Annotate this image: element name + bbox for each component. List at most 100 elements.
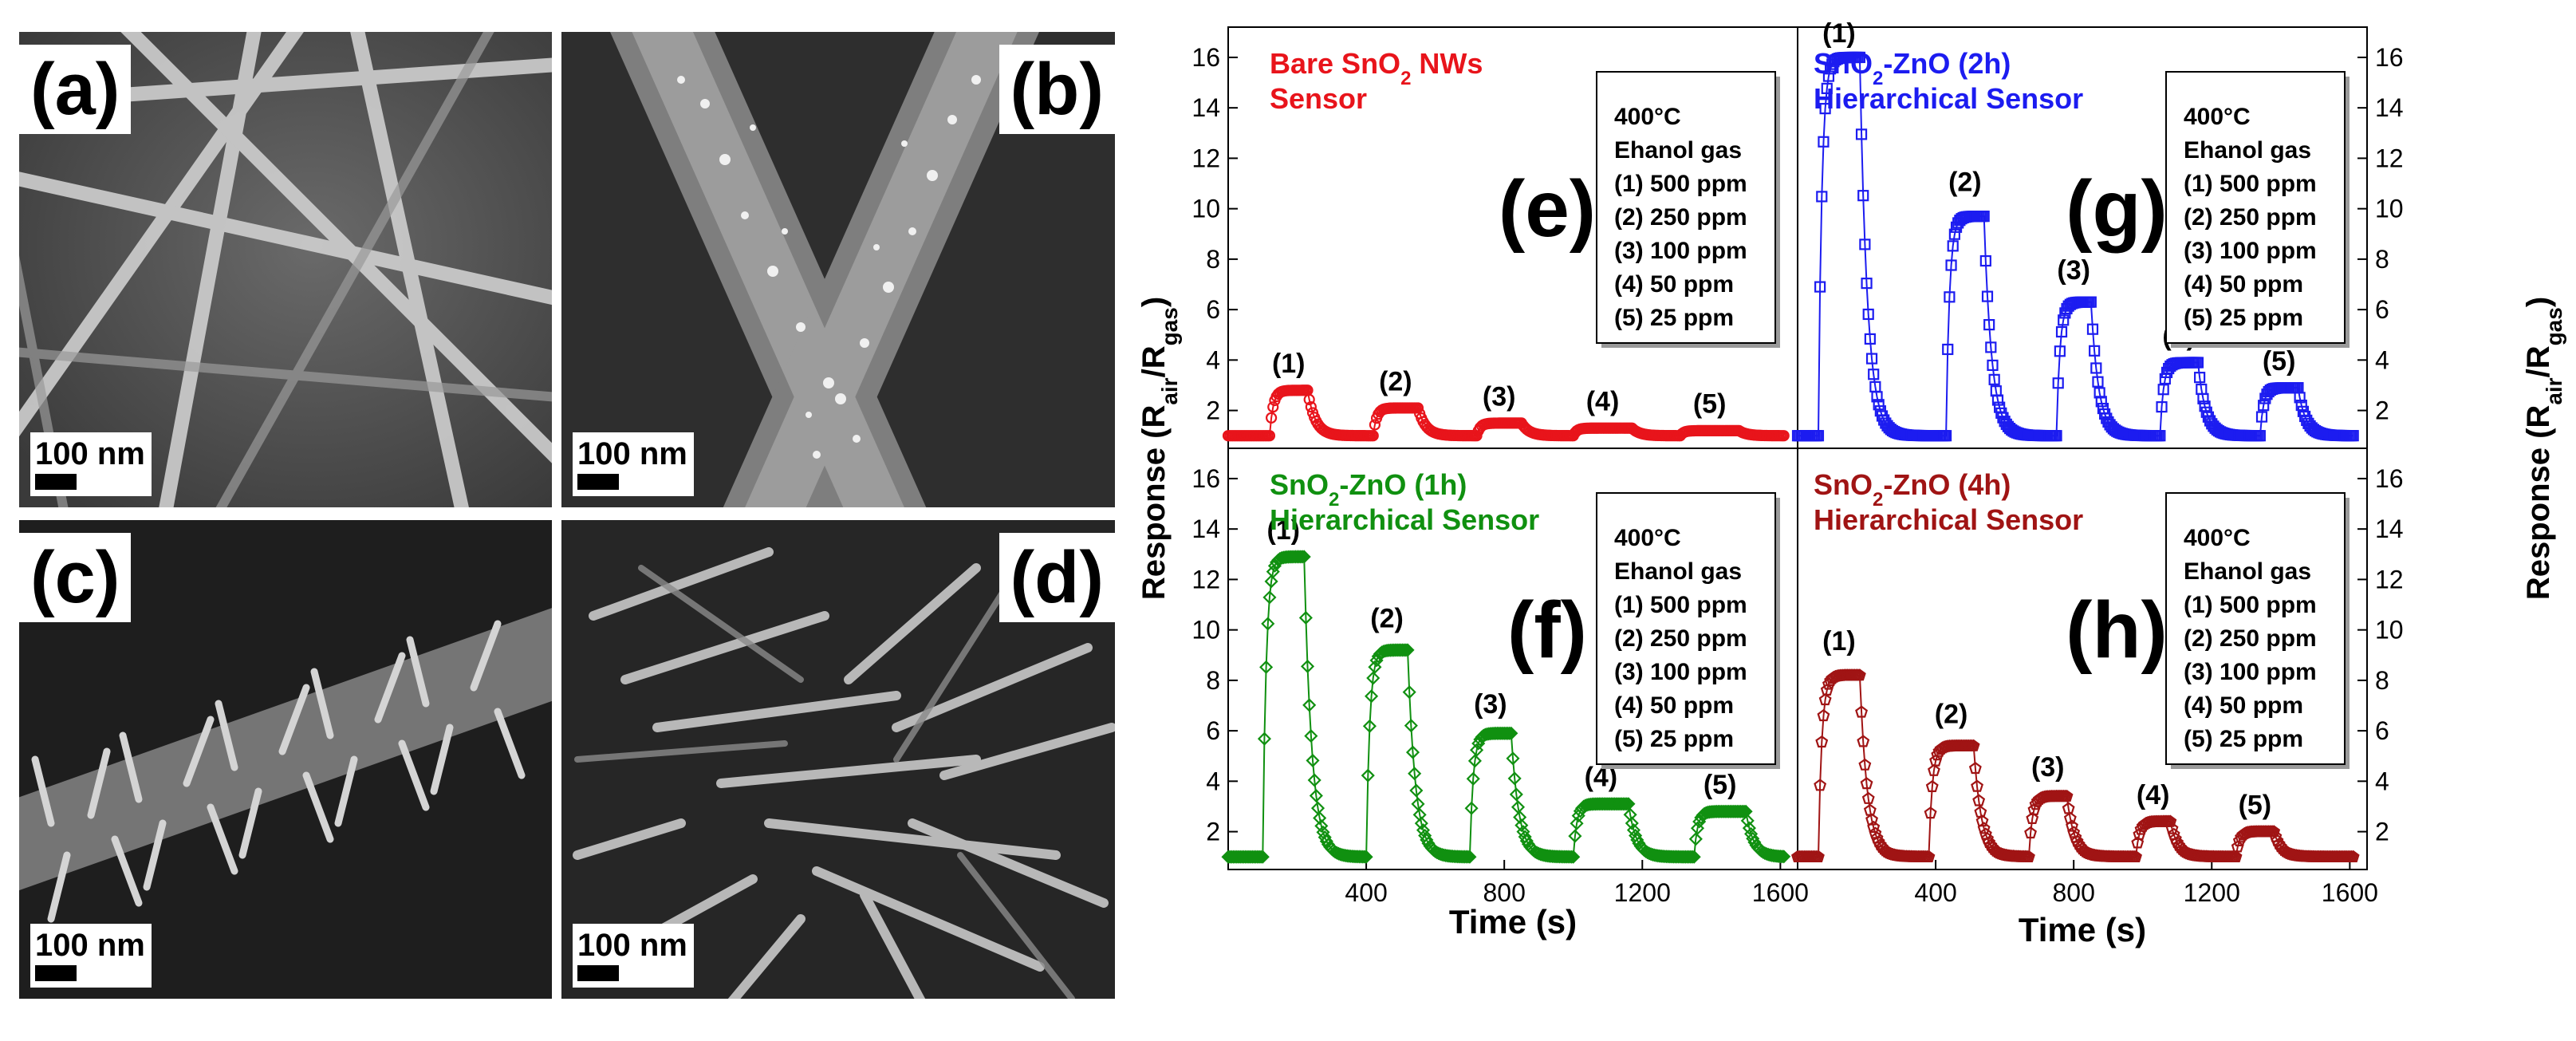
y-axis-title-right: Response (Rair/Rgas): [2521, 297, 2566, 600]
legend-item: Ehanol gas: [1614, 137, 1742, 164]
scale-bar-line: [577, 965, 619, 981]
pulse-label: (3): [1474, 689, 1507, 720]
data-point: [1814, 281, 1826, 293]
data-point: [1857, 190, 1869, 202]
data-point: [1819, 103, 1831, 115]
sem-panel-b: (b) 100 nm: [561, 32, 1115, 507]
legend-item: (1) 500 ppm: [1614, 171, 1747, 197]
legend-item: (1) 500 ppm: [2184, 171, 2317, 197]
data-point: [1740, 814, 1755, 828]
data-point: [2258, 400, 2270, 412]
sem-panel-d: (d) 100 nm: [561, 520, 1115, 999]
data-point: [2254, 430, 2266, 442]
y-tick-label: 8: [1206, 666, 1220, 695]
data-point: [1319, 834, 1333, 849]
data-point: [1774, 850, 1790, 864]
data-point: [2295, 399, 2307, 412]
data-point: [1928, 763, 1940, 776]
x-tick-label: 800: [2052, 878, 2094, 907]
data-point: [1251, 850, 1265, 864]
data-point: [1516, 825, 1530, 839]
data-point: [1967, 739, 1980, 751]
data-point: [1979, 254, 1991, 267]
data-point: [2194, 372, 2206, 384]
chart-panel-h: 2 4 6 8 10 12 14 16 400 800 1200 1600 (1) (2) (3) (4) (5…: [1791, 464, 2404, 907]
data-point: [1298, 610, 1313, 625]
data-point: [1855, 705, 1868, 718]
sensor-title: SnO2-ZnO (1h): [1270, 468, 1467, 511]
data-point: [1859, 239, 1871, 250]
pulse-label: (4): [1586, 387, 1620, 417]
panel-letter: (e): [1499, 164, 1596, 254]
data-point: [1507, 771, 1522, 786]
sem-image-d: [561, 520, 1115, 999]
legend-box: [2165, 71, 2346, 344]
data-point: [2157, 384, 2169, 396]
data-point: [1814, 779, 1827, 791]
y-tick-label: 12: [1191, 565, 1220, 593]
scale-bar-line: [35, 474, 77, 490]
data-point: [1568, 829, 1582, 843]
sensor-title-line2: Sensor: [1270, 82, 1367, 115]
legend-item: (5) 25 ppm: [1614, 305, 1734, 331]
data-point: [1988, 373, 2000, 385]
data-point: [1463, 850, 1477, 864]
data-point: [1464, 801, 1479, 815]
data-point: [1616, 797, 1631, 811]
series-markers: [1791, 51, 2359, 442]
y-tick-label: 16: [2375, 43, 2404, 72]
sensor-title: Bare SnO2 NWs: [1270, 47, 1483, 89]
data-point: [1940, 430, 1952, 442]
data-point: [1820, 683, 1834, 696]
data-point: [1366, 671, 1381, 685]
y-tick-label: 2: [2375, 818, 2389, 846]
legend-item: (5) 25 ppm: [1614, 726, 1734, 752]
gas-response-charts: 2 4 6 8 10 12 14 16 (1) (2) (3) (4) (5) Bare SnO2 NWs…: [1136, 18, 2566, 948]
data-point: [1252, 850, 1266, 864]
data-point: [1948, 228, 1960, 240]
legend-item: (2) 250 ppm: [1614, 204, 1747, 231]
legend-item: Ehanol gas: [2184, 137, 2311, 164]
pulse-label: (2): [1935, 700, 1968, 730]
y-tick-label: 16: [1191, 43, 1220, 72]
y-tick-label: 12: [1191, 144, 1220, 172]
data-point: [1264, 574, 1278, 589]
data-point: [1735, 804, 1750, 818]
data-point: [2058, 314, 2070, 326]
data-point: [1929, 754, 1942, 767]
data-point: [1865, 353, 1878, 365]
data-point: [1621, 797, 1636, 811]
data-point: [1812, 430, 1825, 442]
y-tick-label: 10: [1191, 616, 1220, 645]
scale-bar-text: 100 nm: [577, 436, 687, 471]
y-tick-label: 10: [1191, 195, 1220, 223]
data-point: [1684, 850, 1698, 864]
panel-label-c: (c): [19, 533, 132, 622]
data-point: [1861, 278, 1873, 290]
y-tick-label: 6: [2375, 716, 2389, 745]
scale-bar-d: 100 nm: [573, 924, 694, 988]
data-point: [1262, 590, 1277, 605]
data-point: [1302, 698, 1317, 712]
data-point: [1295, 550, 1310, 564]
series-markers: [1222, 384, 1790, 442]
legend-item: 400°C: [2184, 104, 2251, 130]
data-point: [1685, 850, 1700, 864]
sensor-title-line2: Hierarchical Sensor: [1814, 503, 2083, 536]
data-point: [1922, 850, 1936, 863]
data-point: [1625, 816, 1639, 830]
pulse-label: (2): [1379, 366, 1412, 396]
legend-box: [1596, 71, 1776, 344]
data-point: [1822, 70, 1835, 82]
data-point: [2060, 789, 2074, 802]
data-point: [1812, 850, 1825, 863]
chart-panel-e: 2 4 6 8 10 12 14 16 (1) (2) (3) (4) (5) Bare SnO2 NWs…: [1191, 43, 1790, 442]
y-tick-label: 8: [2375, 666, 2389, 695]
data-point: [1414, 816, 1428, 830]
pulse-label: (5): [2263, 346, 2296, 377]
data-point: [1777, 850, 1791, 864]
data-point: [1369, 419, 1381, 431]
pulse-label: (5): [1693, 389, 1727, 420]
x-tick-label: 400: [1345, 878, 1387, 907]
data-point: [1313, 810, 1327, 826]
